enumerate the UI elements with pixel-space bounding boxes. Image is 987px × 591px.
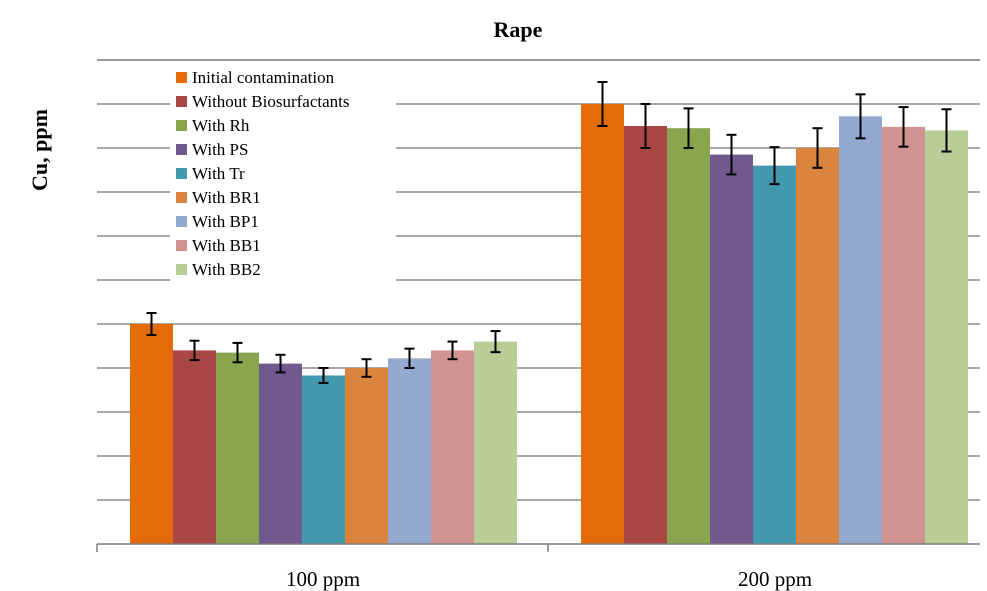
- legend-label: With BB1: [192, 236, 261, 255]
- bar: [624, 126, 667, 544]
- bar: [581, 104, 624, 544]
- error-bars: [146, 81, 952, 384]
- bar: [388, 358, 431, 544]
- bar: [839, 116, 882, 544]
- legend-label: With BR1: [192, 188, 261, 207]
- legend-label: With Rh: [192, 116, 250, 135]
- legend-swatch: [176, 144, 187, 155]
- legend-label: Initial contamination: [192, 68, 335, 87]
- bar: [753, 165, 796, 544]
- bar: [173, 350, 216, 544]
- legend: Initial contamination Without Biosurfacta…: [170, 64, 396, 282]
- bar: [216, 352, 259, 544]
- legend-swatch: [176, 120, 187, 131]
- legend-background: [170, 64, 396, 282]
- y-axis-label: Cu, ppm: [27, 109, 52, 191]
- bar: [302, 375, 345, 544]
- bar: [710, 154, 753, 544]
- bar: [259, 363, 302, 544]
- x-tick-label: 100 ppm: [286, 567, 360, 591]
- legend-label: With PS: [192, 140, 248, 159]
- legend-swatch: [176, 240, 187, 251]
- bar: [882, 126, 925, 544]
- legend-swatch: [176, 216, 187, 227]
- bar: [345, 368, 388, 544]
- legend-label: With Tr: [192, 164, 245, 183]
- bar: [667, 128, 710, 544]
- bar: [431, 350, 474, 544]
- x-axis: 100 ppm 200 ppm: [96, 543, 980, 591]
- legend-label: With BP1: [192, 212, 259, 231]
- bar: [925, 130, 968, 544]
- legend-swatch: [176, 72, 187, 83]
- legend-swatch: [176, 192, 187, 203]
- legend-swatch: [176, 168, 187, 179]
- bar: [796, 148, 839, 544]
- legend-label: With BB2: [192, 260, 261, 279]
- legend-swatch: [176, 96, 187, 107]
- chart-title: Rape: [494, 17, 543, 42]
- bar: [130, 324, 173, 544]
- x-tick-label: 200 ppm: [738, 567, 812, 591]
- bar: [474, 341, 517, 544]
- legend-label: Without Biosurfactants: [192, 92, 349, 111]
- bars: [130, 104, 968, 544]
- legend-swatch: [176, 264, 187, 275]
